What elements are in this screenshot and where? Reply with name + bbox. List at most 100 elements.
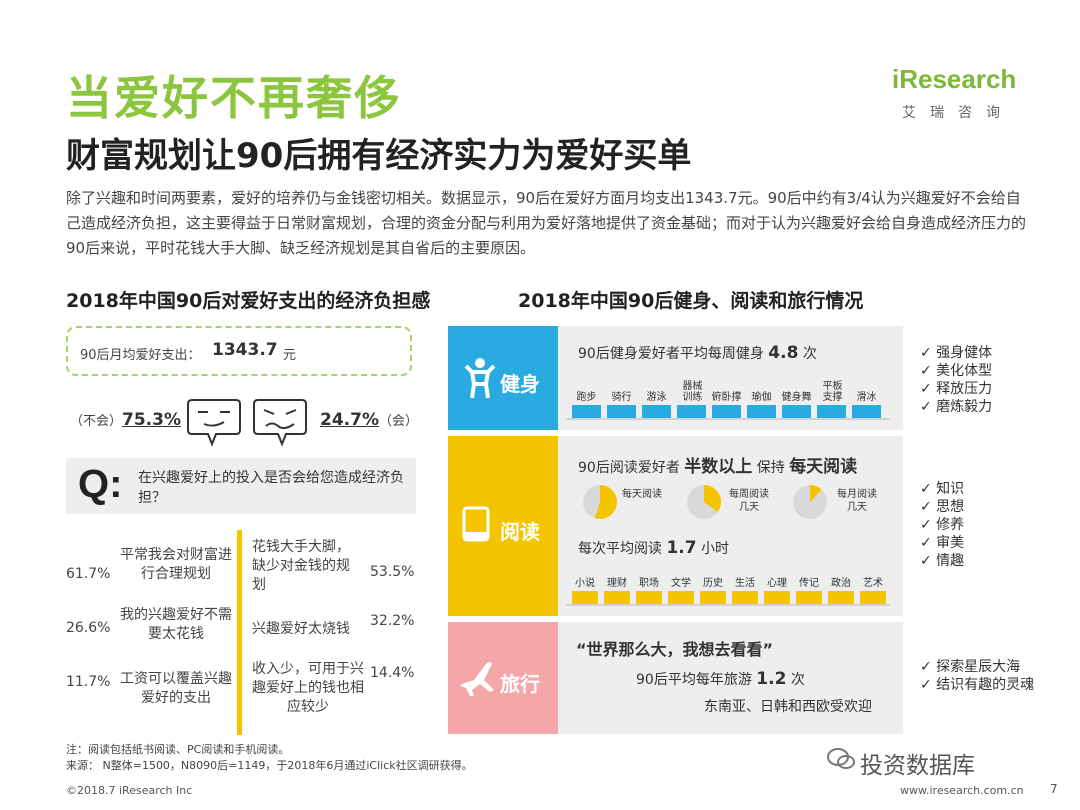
fitness-stat: 90后健身爱好者平均每周健身 4.8 次 <box>578 343 817 363</box>
bar-跑步 <box>572 405 601 418</box>
travel-stat-value: 1.2 <box>756 669 787 689</box>
bar-游泳 <box>642 405 671 418</box>
bar-艺术 <box>860 591 886 604</box>
question-text: 在兴趣爱好上的投入是否会给您造成经济负担？ <box>138 470 404 506</box>
reason-yes-3-pct: 14.4% <box>370 665 415 681</box>
answer-yes-value: 24.7% <box>320 410 379 430</box>
page-number: 7 <box>1050 782 1058 796</box>
travel-benefit: ✓ 结识有趣的灵魂 <box>920 677 1035 693</box>
spend-box <box>66 326 412 376</box>
bar-器械训练 <box>677 405 706 418</box>
reading-side: 阅读 <box>448 436 558 616</box>
fitness-stat-value: 4.8 <box>768 343 799 363</box>
yellow-divider <box>237 530 242 735</box>
fitness-stat-prefix: 90后健身爱好者平均每周健身 <box>578 346 764 362</box>
travel-side: 旅行 <box>448 622 558 734</box>
reason-yes-1-pct: 53.5% <box>370 564 415 580</box>
travel-label: 旅行 <box>500 672 540 696</box>
bar-label: 健身舞 <box>781 392 812 403</box>
intro-paragraph: 除了兴趣和时间两要素，爱好的培养仍与金钱密切相关。数据显示，90后在爱好方面月均… <box>66 189 1027 257</box>
fitness-benefit: ✓ 强身健体 <box>920 345 993 361</box>
travel-benefits: ✓ 探索星辰大海 ✓ 结识有趣的灵魂 <box>920 658 1034 694</box>
reading-benefit: ✓ 修养 <box>920 517 965 533</box>
pie-slice <box>810 485 822 502</box>
travel-stat-prefix: 90后平均每年旅游 <box>636 672 752 688</box>
footnote-source: 来源： N整体=1500，N8090后=1149，于2018年6月通过iClic… <box>66 759 473 772</box>
reason-yes-3-text: 收入少，可用于兴趣爱好上的钱也相应较少 <box>252 661 364 715</box>
website: www.iresearch.com.cn <box>900 784 1024 797</box>
worried-face-icon <box>253 399 307 447</box>
fitness-benefits: ✓ 强身健体 ✓ 美化体型 ✓ 释放压力 ✓ 磨炼毅力 <box>920 344 992 416</box>
bar-职场 <box>636 591 662 604</box>
bar-文学 <box>668 591 694 604</box>
calm-face-icon <box>187 399 241 447</box>
spend-unit: 元 <box>283 348 297 363</box>
bar-平板支撑 <box>817 405 846 418</box>
question-box <box>66 458 416 514</box>
bar-理财 <box>604 591 630 604</box>
bar-小说 <box>572 591 598 604</box>
reading-stat-mid2: 保持 <box>756 460 785 476</box>
bar-健身舞 <box>782 405 811 418</box>
travel-benefit: ✓ 探索星辰大海 <box>920 659 1021 675</box>
bar-label: 文学 <box>671 578 691 589</box>
bar-label: 小说 <box>575 578 595 589</box>
footnote-note: 注：阅读包括纸书阅读、PC阅读和手机阅读。 <box>66 743 290 756</box>
reading-avg-prefix: 每次平均阅读 <box>578 541 662 557</box>
fitness-label: 健身 <box>500 372 540 396</box>
bar-label: 历史 <box>703 578 723 589</box>
reason-no-2-text: 我的兴趣爱好不需要太花钱 <box>120 607 232 642</box>
copyright: ©2018.7 iResearch Inc <box>66 784 193 797</box>
bar-传记 <box>796 591 822 604</box>
reason-no-1-pct: 61.7% <box>66 566 111 582</box>
reading-stat: 90后阅读爱好者 半数以上 保持 每天阅读 <box>578 452 857 477</box>
bar-label: 器械训练 <box>682 381 703 403</box>
reason-yes-2-text: 兴趣爱好太烧钱 <box>252 621 350 637</box>
wechat-icon <box>827 748 855 769</box>
answer-no-value: 75.3% <box>122 410 181 430</box>
spend-value: 1343.7 <box>212 340 278 360</box>
watermark: 投资数据库 <box>860 753 975 779</box>
bar-历史 <box>700 591 726 604</box>
airplane-icon <box>460 662 494 696</box>
reading-frequency-pies <box>583 485 827 519</box>
bar-骑行 <box>607 405 636 418</box>
reason-yes-1-text: 花钱大手大脚，缺少对金钱的规划 <box>252 539 350 593</box>
reading-benefit: ✓ 情趣 <box>920 553 965 569</box>
bar-label: 艺术 <box>863 578 883 589</box>
reason-no-1-text: 平常我会对财富进行合理规划 <box>120 547 232 582</box>
pie-label: 每月阅读几天 <box>837 489 877 513</box>
bar-滑冰 <box>852 405 881 418</box>
reading-benefit: ✓ 思想 <box>920 499 965 515</box>
iresearch-logo: iResearch <box>892 64 1017 94</box>
reason-yes-2-pct: 32.2% <box>370 613 415 629</box>
logo-subtitle: 艾瑞咨询 <box>902 105 1014 121</box>
answer-yes-label: （会） <box>378 414 418 429</box>
bar-label: 跑步 <box>576 392 597 403</box>
reading-benefit: ✓ 审美 <box>920 535 965 551</box>
fitness-benefit: ✓ 美化体型 <box>920 363 993 379</box>
bar-label: 生活 <box>735 578 755 589</box>
reading-benefit: ✓ 知识 <box>920 481 965 497</box>
fitness-benefit: ✓ 释放压力 <box>920 381 993 397</box>
bar-生活 <box>732 591 758 604</box>
bar-label: 骑行 <box>611 392 632 403</box>
reading-stat-prefix: 90后阅读爱好者 <box>578 460 680 476</box>
fitness-baseline <box>566 418 890 420</box>
reason-no-3-text: 工资可以覆盖兴趣爱好的支出 <box>120 671 232 706</box>
answer-yes: 24.7%（会） <box>320 410 418 430</box>
reason-no-2-pct: 26.6% <box>66 620 111 636</box>
travel-stat-unit: 次 <box>790 672 805 688</box>
bar-政治 <box>828 591 854 604</box>
travel-quote: “世界那么大，我想去看看” <box>576 640 774 659</box>
travel-destinations: 东南亚、日韩和西欧受欢迎 <box>704 699 872 715</box>
book-icon <box>462 506 490 542</box>
right-section-title: 2018年中国90后健身、阅读和旅行情况 <box>518 290 864 312</box>
bar-瑜伽 <box>747 405 776 418</box>
bar-俯卧撑 <box>712 405 741 418</box>
reading-stat-end: 每天阅读 <box>789 457 858 477</box>
pie-slice <box>704 485 721 512</box>
bar-label: 政治 <box>831 578 851 589</box>
fitness-side: 健身 <box>448 326 558 430</box>
answer-no: （不会）75.3% <box>70 410 181 430</box>
